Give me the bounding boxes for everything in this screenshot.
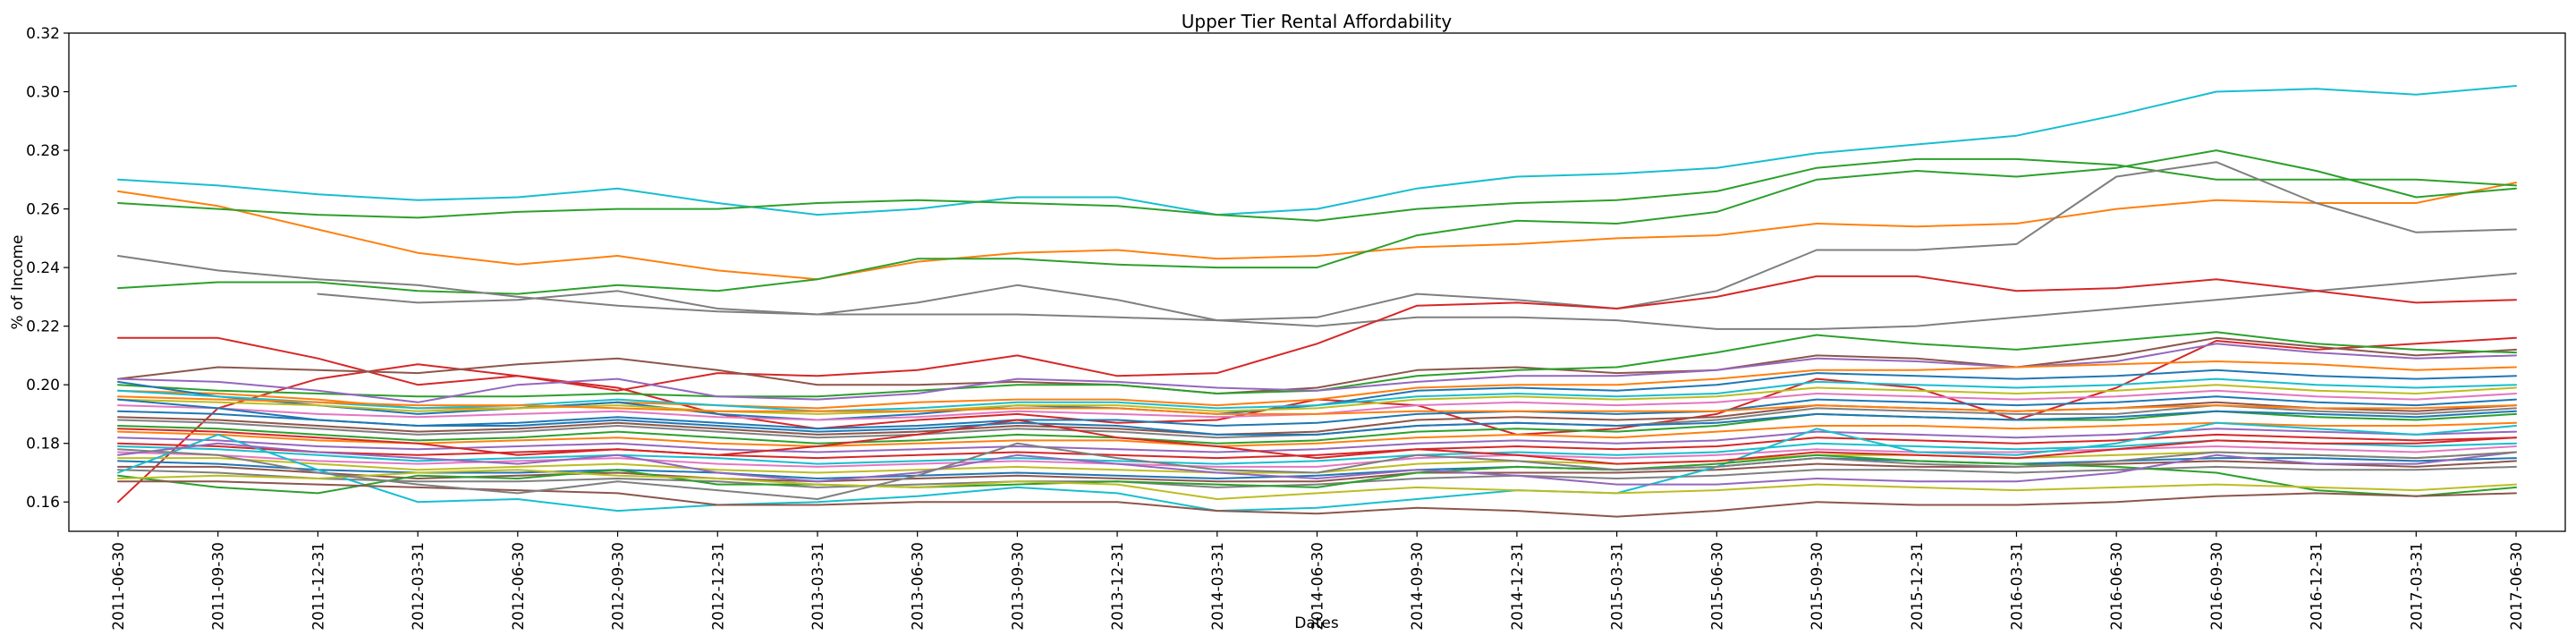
- series-line: [117, 442, 2517, 486]
- series-line: [117, 460, 2517, 483]
- y-tick-label: 0.28: [26, 142, 60, 160]
- series-line: [117, 428, 2517, 453]
- y-tick-label: 0.30: [26, 84, 60, 102]
- series-line: [117, 433, 2517, 460]
- chart-title: Upper Tier Rental Affordability: [1182, 11, 1453, 32]
- y-tick-label: 0.24: [26, 259, 60, 277]
- series-line: [117, 384, 2517, 415]
- y-tick-label: 0.22: [26, 318, 60, 336]
- y-tick-label: 0.32: [26, 25, 60, 43]
- x-tick-label: 2014-03-31: [1209, 542, 1227, 631]
- y-tick-label: 0.20: [26, 377, 60, 394]
- series-line: [117, 480, 2517, 518]
- x-tick-label: 2017-03-31: [2408, 542, 2426, 631]
- x-tick-label: 2011-12-31: [309, 542, 327, 631]
- x-tick-label: 2012-06-30: [510, 542, 528, 631]
- series-line: [117, 395, 2517, 415]
- x-tick-label: 2011-06-30: [110, 542, 128, 631]
- x-tick-label: 2017-06-30: [2508, 542, 2526, 631]
- series-line: [117, 336, 2517, 394]
- x-tick-label: 2014-06-30: [1309, 542, 1327, 631]
- y-tick-label: 0.18: [26, 436, 60, 453]
- series-line: [117, 161, 2517, 322]
- x-tick-label: 2016-12-31: [2309, 542, 2326, 631]
- x-axis: 2011-06-30 2011-09-30 2011-12-31 2012-03-31…: [110, 531, 2526, 631]
- series-line: [117, 149, 2517, 295]
- x-tick-label: 2013-06-30: [910, 542, 928, 631]
- y-axis: 0.16 0.18 0.20 0.22 0.24 0.26 0.28 0.30 0.32: [26, 25, 69, 512]
- x-tick-label: 2015-06-30: [1708, 542, 1726, 631]
- series-line: [117, 469, 2517, 500]
- series-line: [117, 439, 2517, 465]
- x-tick-label: 2016-03-31: [2008, 542, 2026, 631]
- series-line: [117, 465, 2517, 488]
- x-axis-label: Dates: [1294, 614, 1339, 632]
- x-tick-label: 2014-12-31: [1509, 542, 1527, 631]
- x-tick-label: 2012-12-31: [709, 542, 727, 631]
- x-tick-label: 2016-09-30: [2208, 542, 2226, 631]
- x-tick-label: 2011-09-30: [210, 542, 228, 631]
- y-axis-label: % of Income: [9, 235, 27, 330]
- series-line: [117, 442, 2517, 500]
- series-line: [117, 421, 2517, 513]
- series-line: [117, 182, 2517, 281]
- y-tick-label: 0.16: [26, 494, 60, 512]
- series-layer: [117, 85, 2517, 518]
- series-line: [117, 410, 2517, 445]
- series-line: [117, 85, 2517, 216]
- x-tick-label: 2012-03-31: [410, 542, 428, 631]
- series-line: [117, 419, 2517, 465]
- series-line: [117, 157, 2517, 222]
- series-line: [117, 453, 2517, 497]
- x-tick-label: 2015-12-31: [1909, 542, 1927, 631]
- x-tick-label: 2016-06-30: [2108, 542, 2126, 631]
- x-tick-label: 2015-09-30: [1809, 542, 1826, 631]
- x-tick-label: 2015-03-31: [1609, 542, 1627, 631]
- x-tick-label: 2013-12-31: [1109, 542, 1127, 631]
- y-tick-label: 0.26: [26, 201, 60, 219]
- series-line: [117, 421, 2517, 447]
- x-tick-label: 2014-09-30: [1409, 542, 1427, 631]
- series-line: [317, 272, 2517, 330]
- series-line: [117, 395, 2517, 430]
- series-line: [117, 343, 2517, 403]
- x-tick-label: 2013-03-31: [809, 542, 827, 631]
- series-line: [117, 398, 2517, 436]
- x-tick-label: 2013-09-30: [1009, 542, 1027, 631]
- x-tick-label: 2012-09-30: [610, 542, 628, 631]
